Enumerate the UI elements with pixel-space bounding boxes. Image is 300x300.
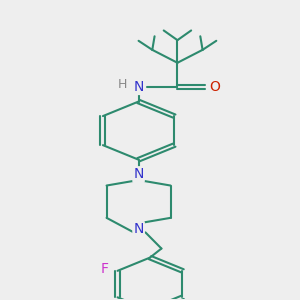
Text: H: H: [118, 78, 127, 91]
Text: N: N: [134, 167, 144, 181]
Text: N: N: [134, 222, 144, 236]
Text: F: F: [101, 262, 109, 276]
Text: N: N: [134, 80, 144, 94]
Text: O: O: [209, 80, 220, 94]
